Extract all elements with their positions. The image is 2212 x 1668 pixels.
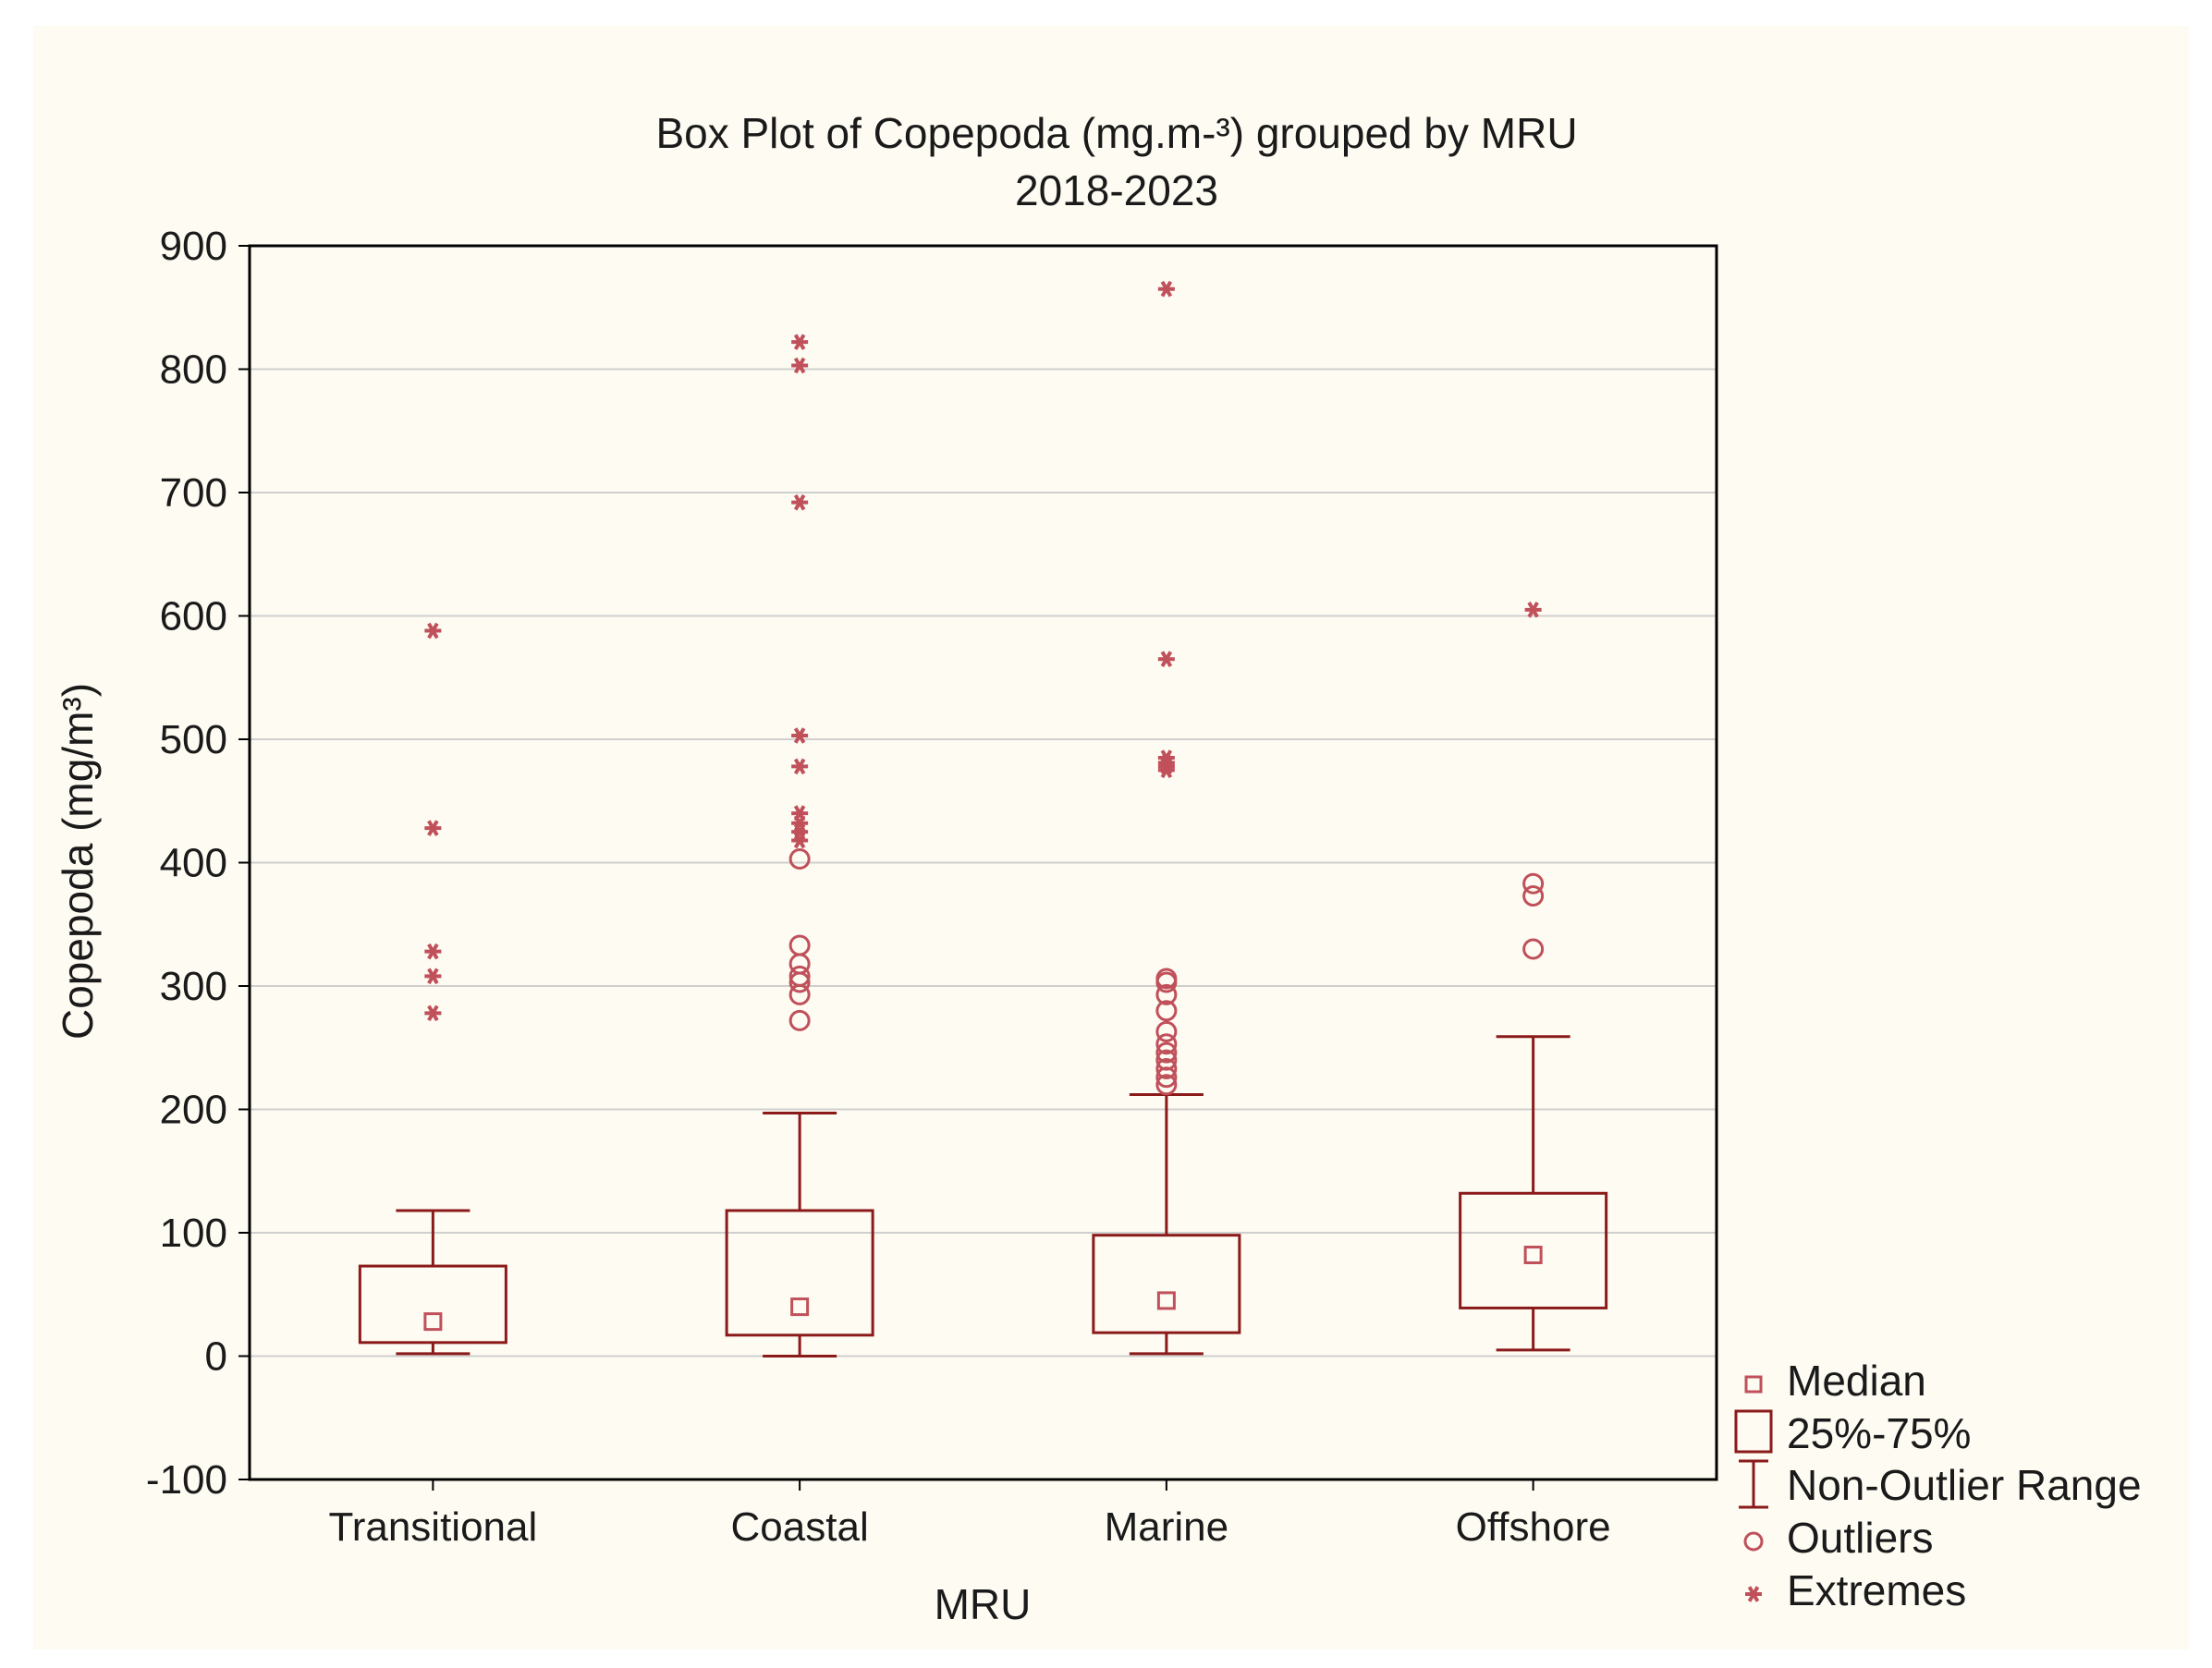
plot-area-frame	[248, 244, 1718, 1481]
extreme-point	[791, 334, 809, 350]
median-marker	[423, 1312, 443, 1332]
y-tick-label: 0	[205, 1334, 227, 1380]
legend-outlier-swatch	[1743, 1531, 1764, 1552]
outlier-point	[788, 971, 811, 993]
box-group-offshore	[1459, 602, 1608, 1352]
y-tick-label: 500	[160, 717, 227, 762]
legend-label: Median	[1787, 1357, 1926, 1405]
y-tick-label: 400	[160, 841, 227, 886]
extreme-point	[424, 943, 442, 960]
legend-extreme-swatch	[1745, 1586, 1762, 1602]
outlier-point	[788, 983, 811, 1005]
legend-label: 25%-75%	[1787, 1409, 1971, 1457]
outlier-point	[1522, 885, 1545, 907]
outlier-point	[1155, 1074, 1178, 1096]
extreme-point	[1157, 280, 1175, 298]
y-tick-label: -100	[146, 1457, 227, 1503]
outlier-point	[1155, 983, 1178, 1005]
extreme-point	[791, 357, 809, 374]
y-tick-label: 100	[160, 1211, 227, 1256]
legend-label: Non-Outlier Range	[1787, 1461, 2142, 1509]
extreme-point	[791, 758, 809, 775]
box-group-marine	[1092, 280, 1241, 1356]
extreme-point	[791, 493, 809, 511]
x-tick-label: Offshore	[1456, 1504, 1611, 1550]
iqr-box	[725, 1209, 874, 1337]
iqr-box	[1459, 1191, 1608, 1309]
x-tick-label: Transitional	[328, 1504, 537, 1550]
box-group-coastal	[725, 334, 874, 1358]
chart-background	[33, 26, 2189, 1650]
extreme-point	[424, 1004, 442, 1022]
y-tick-label: 700	[160, 470, 227, 516]
outlier-point	[1522, 938, 1545, 960]
outlier-point	[1155, 1041, 1178, 1064]
y-axis-label: Copepoda (mg/m³)	[54, 683, 102, 1040]
extreme-point	[424, 820, 442, 836]
legend-label: Outliers	[1787, 1514, 1933, 1562]
extreme-point	[791, 727, 809, 744]
extreme-point	[1157, 651, 1175, 668]
outlier-point	[1155, 1057, 1178, 1079]
x-tick-label: Coastal	[731, 1504, 869, 1550]
outlier-point	[1155, 1066, 1178, 1089]
y-tick-label: 600	[160, 594, 227, 639]
outlier-point	[1155, 1020, 1178, 1042]
y-tick-label: 200	[160, 1088, 227, 1133]
y-tick-label: 800	[160, 347, 227, 393]
chart-subtitle: 2018-2023	[1015, 166, 1218, 214]
chart-title: Box Plot of Copepoda (mg.m-³) grouped by…	[655, 109, 1577, 157]
extreme-point	[424, 622, 442, 639]
y-tick-label: 900	[160, 224, 227, 269]
outlier-point	[1155, 1033, 1178, 1055]
extreme-point	[1524, 602, 1542, 618]
legend-label: Extremes	[1787, 1566, 1966, 1614]
outlier-point	[1155, 1000, 1178, 1022]
extreme-point	[1157, 761, 1175, 779]
iqr-box	[358, 1264, 507, 1345]
x-axis-label: MRU	[935, 1580, 1032, 1628]
legend-box-swatch	[1734, 1409, 1773, 1454]
legend-median-swatch	[1744, 1375, 1763, 1394]
extreme-point	[791, 832, 809, 849]
box-series	[358, 280, 1608, 1358]
outlier-point	[1522, 872, 1545, 895]
y-tick-label: 300	[160, 964, 227, 1009]
median-marker	[790, 1297, 810, 1317]
x-axis-categories: Transitional Coastal Marine Offshore	[328, 1479, 1611, 1550]
median-marker	[1156, 1291, 1176, 1310]
box-group-transitional	[358, 622, 507, 1356]
outlier-point	[1155, 971, 1178, 993]
iqr-box	[1092, 1234, 1241, 1334]
median-marker	[1523, 1246, 1543, 1265]
gridlines	[250, 368, 1717, 1358]
y-axis-ticks: -100 0 100 200 300 400 500 600 700 800 900	[146, 224, 250, 1503]
outlier-point	[788, 847, 811, 870]
extreme-point	[424, 968, 442, 985]
x-tick-label: Marine	[1105, 1504, 1229, 1550]
outlier-point	[788, 1009, 811, 1031]
